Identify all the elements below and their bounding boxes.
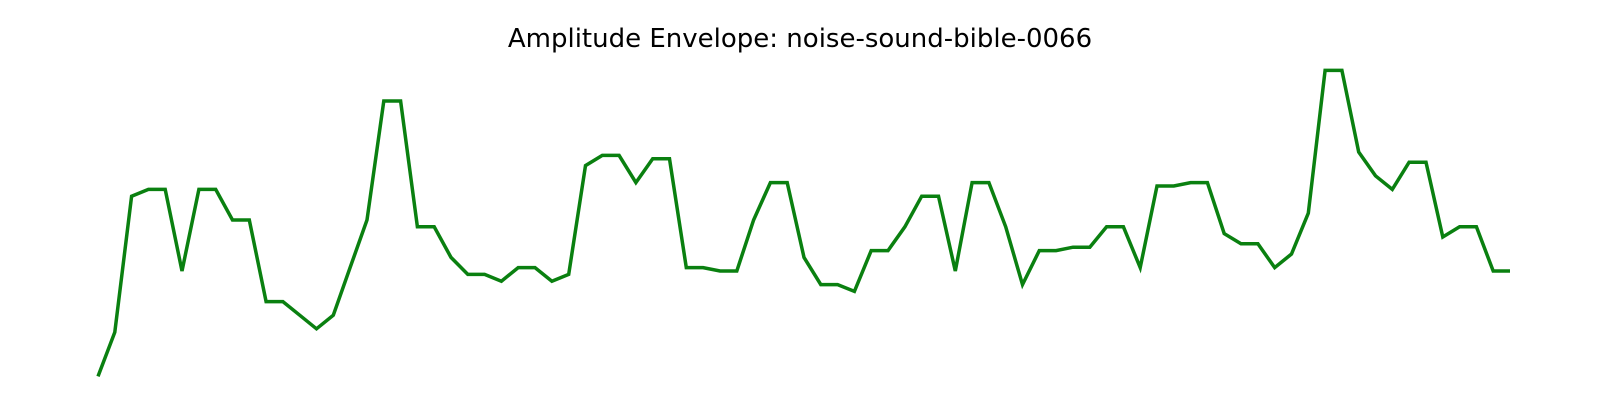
- plot-area: [96, 68, 1510, 378]
- chart-title: Amplitude Envelope: noise-sound-bible-00…: [507, 24, 1093, 54]
- envelope-line: [96, 68, 1510, 378]
